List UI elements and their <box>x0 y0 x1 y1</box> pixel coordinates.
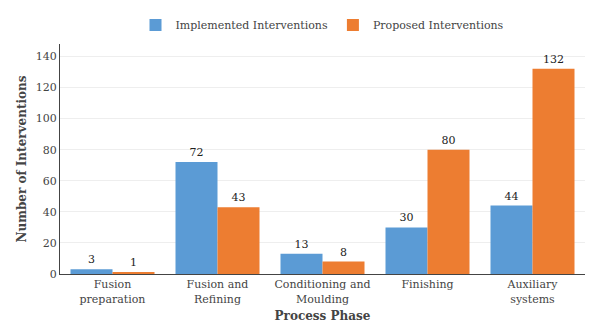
svg-text:40: 40 <box>43 206 57 219</box>
svg-text:Finishing: Finishing <box>401 278 453 291</box>
svg-text:Conditioning andMoulding: Conditioning andMoulding <box>274 278 370 305</box>
svg-text:140: 140 <box>36 50 57 63</box>
svg-text:8: 8 <box>340 246 347 259</box>
svg-text:80: 80 <box>442 134 456 147</box>
svg-text:Number of Interventions: Number of Interventions <box>15 75 29 242</box>
svg-text:44: 44 <box>505 190 519 203</box>
svg-text:Fusionpreparation: Fusionpreparation <box>80 278 146 305</box>
svg-text:Process Phase: Process Phase <box>275 309 371 323</box>
svg-text:Fusion andRefining: Fusion andRefining <box>187 278 249 305</box>
svg-text:80: 80 <box>43 144 57 157</box>
svg-text:0: 0 <box>50 268 57 281</box>
svg-text:Auxiliarysystems: Auxiliarysystems <box>507 278 559 305</box>
svg-text:30: 30 <box>400 211 414 224</box>
svg-text:120: 120 <box>36 81 57 94</box>
svg-text:Implemented Interventions: Implemented Interventions <box>176 19 328 32</box>
svg-text:Proposed Interventions: Proposed Interventions <box>373 19 504 32</box>
svg-text:72: 72 <box>190 146 204 159</box>
svg-text:60: 60 <box>43 175 57 188</box>
svg-text:1: 1 <box>130 256 137 269</box>
svg-text:20: 20 <box>43 237 57 250</box>
svg-text:3: 3 <box>88 253 95 266</box>
svg-text:43: 43 <box>232 191 246 204</box>
svg-text:132: 132 <box>543 53 564 66</box>
svg-text:13: 13 <box>295 238 309 251</box>
svg-text:100: 100 <box>36 112 57 125</box>
